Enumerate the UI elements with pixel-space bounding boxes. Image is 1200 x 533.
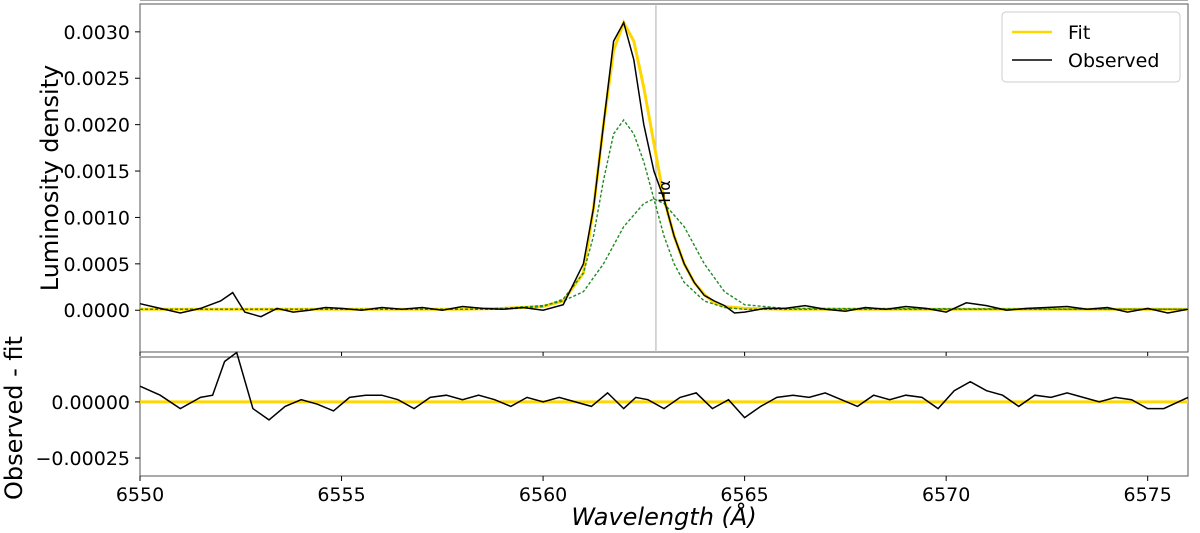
- x-tick-label: 6570: [922, 484, 970, 506]
- x-tick-label: 6550: [116, 484, 164, 506]
- residual-x-ticks: 6550 6555 6560 6565 6570 6575: [116, 476, 1172, 506]
- main-y-tick-label: 0.0010: [64, 207, 130, 229]
- main-x-ticks: [139, 352, 1149, 356]
- legend: Fit Observed: [1001, 11, 1181, 83]
- residual-y-tick-label: −0.00025: [36, 448, 131, 470]
- residual-plot-frame: [139, 356, 1189, 477]
- main-y-tick-label: 0.0015: [64, 161, 130, 183]
- legend-box: [1001, 11, 1181, 83]
- residual-y-axis-label: Observed - fit: [0, 336, 28, 500]
- main-y-tick-label: 0.0000: [64, 300, 130, 322]
- main-y-tick-label: 0.0020: [64, 115, 130, 137]
- gaussian-component-1: [140, 118, 1188, 310]
- x-tick-label: 6560: [519, 484, 567, 506]
- x-tick-label: 6555: [317, 484, 365, 506]
- residual-y-tick-label: 0.00000: [51, 392, 130, 414]
- h-alpha-annotation: Hα: [655, 180, 674, 203]
- legend-label-observed: Observed: [1068, 50, 1159, 72]
- main-series-group: [139, 18, 1189, 318]
- residual-panel: 0.00000 −0.00025 6550 6555 6560 6565 6570 6575…: [0, 336, 1189, 531]
- main-plot-frame: [139, 3, 1189, 353]
- x-tick-label: 6575: [1124, 484, 1172, 506]
- main-panel: 0.0000 0.0005 0.0010 0.0015 0.0020 0.0025 0.00…: [36, 0, 1189, 356]
- residual-y-ticks: 0.00000 −0.00025: [36, 392, 140, 470]
- main-y-tick-label: 0.0025: [64, 68, 130, 90]
- main-y-axis-label: Luminosity density: [36, 65, 64, 292]
- observed-series-line: [139, 20, 1189, 318]
- x-axis-label: Wavelength (Å): [571, 502, 756, 531]
- x-tick-label: 6565: [720, 484, 768, 506]
- main-y-tick-label: 0.0030: [64, 22, 130, 44]
- legend-label-fit: Fit: [1068, 22, 1090, 44]
- gaussian-component-2: [140, 198, 1189, 310]
- main-y-ticks: 0.0000 0.0005 0.0010 0.0015 0.0020 0.0025 0.00…: [64, 22, 140, 322]
- residual-series-group: [139, 351, 1189, 421]
- main-y-tick-label: 0.0005: [64, 254, 130, 276]
- residual-series-line: [139, 351, 1189, 421]
